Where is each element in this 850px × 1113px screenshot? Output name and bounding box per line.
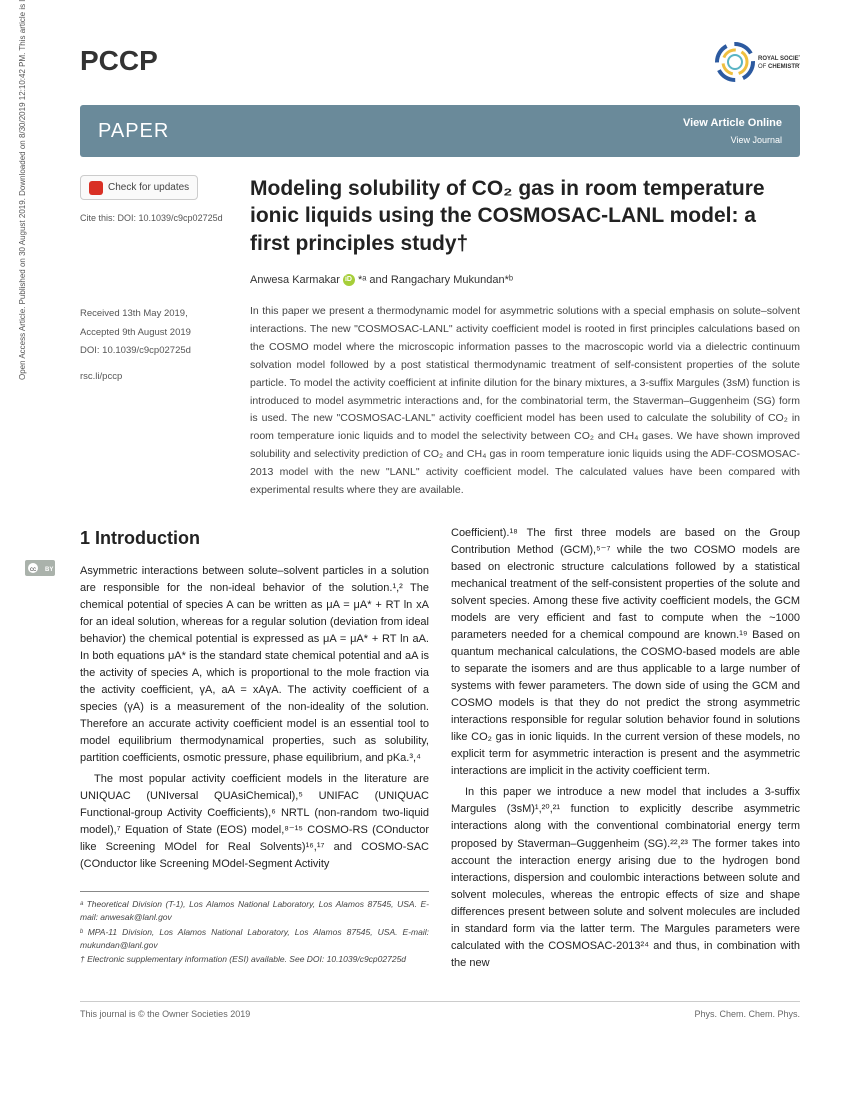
- rsc-short-link[interactable]: rsc.li/pccp: [80, 370, 225, 384]
- paper-label: PAPER: [98, 116, 169, 146]
- rsc-logo: ROYAL SOCIETY OF CHEMISTRY: [710, 40, 800, 90]
- access-sidebar: Open Access Article. Published on 30 Aug…: [18, 0, 28, 380]
- body-paragraph: Coefficient).¹⁸ The first three models a…: [451, 525, 800, 781]
- body-paragraph: The most popular activity coefficient mo…: [80, 771, 429, 873]
- journal-name: PCCP: [80, 40, 158, 82]
- abstract: In this paper we present a thermodynamic…: [250, 303, 800, 499]
- section-heading: 1 Introduction: [80, 525, 429, 553]
- footnotes: ᵃ Theoretical Division (T-1), Los Alamos…: [80, 891, 429, 966]
- view-article-link[interactable]: View Article Online: [683, 115, 782, 132]
- received-date: Received 13th May 2019,: [80, 306, 225, 321]
- article-title: Modeling solubility of CO₂ gas in room t…: [250, 175, 800, 257]
- svg-text:ROYAL SOCIETY: ROYAL SOCIETY: [758, 56, 800, 62]
- check-updates-button[interactable]: Check for updates: [80, 175, 198, 200]
- footnote-b: ᵇ MPA-11 Division, Los Alamos National L…: [80, 926, 429, 952]
- footnote-dagger: † Electronic supplementary information (…: [80, 953, 429, 966]
- cite-this: Cite this: DOI: 10.1039/c9cp02725d: [80, 212, 225, 226]
- copyright: This journal is © the Owner Societies 20…: [80, 1008, 250, 1022]
- journal-ref: Phys. Chem. Chem. Phys.: [694, 1008, 800, 1022]
- footnote-a: ᵃ Theoretical Division (T-1), Los Alamos…: [80, 898, 429, 924]
- view-journal-link[interactable]: View Journal: [683, 134, 782, 148]
- accepted-date: Accepted 9th August 2019: [80, 325, 225, 340]
- doi: DOI: 10.1039/c9cp02725d: [80, 344, 225, 358]
- body-paragraph: In this paper we introduce a new model t…: [451, 784, 800, 972]
- paper-banner: PAPER View Article Online View Journal: [80, 105, 800, 157]
- cc-by-badge: cc BY: [25, 560, 55, 576]
- svg-text:BY: BY: [45, 567, 53, 573]
- svg-text:cc: cc: [30, 567, 36, 573]
- body-paragraph: Asymmetric interactions between solute–s…: [80, 563, 429, 768]
- page-footer: This journal is © the Owner Societies 20…: [80, 1001, 800, 1022]
- authors: Anwesa Karmakar *ᵃ and Rangachary Mukund…: [250, 272, 800, 289]
- crossmark-icon: [89, 181, 103, 195]
- svg-text:OF CHEMISTRY: OF CHEMISTRY: [758, 64, 800, 70]
